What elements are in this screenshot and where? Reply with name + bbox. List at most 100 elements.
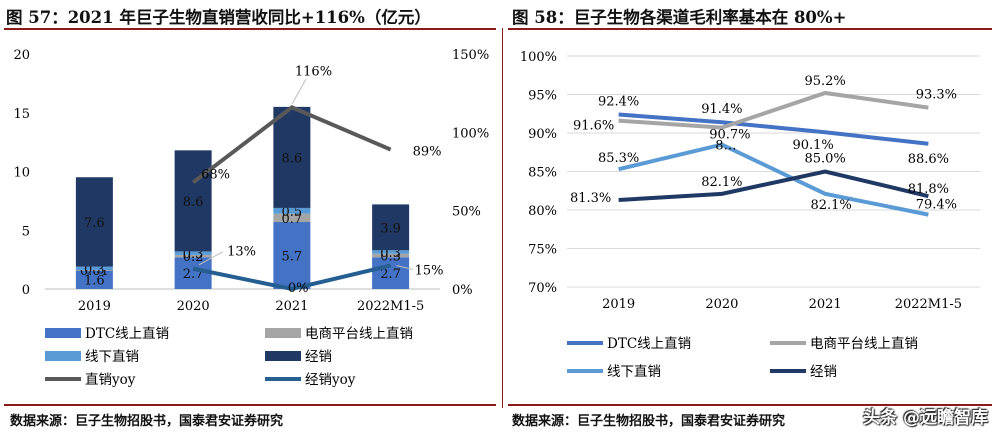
data-label: 8… <box>715 139 736 154</box>
yoy-value-label: 13% <box>227 245 256 260</box>
data-label: 91.4% <box>701 102 742 117</box>
series-line <box>618 142 929 217</box>
right-source-rule <box>508 404 992 406</box>
y-tick-label: 100% <box>520 50 557 65</box>
right-line-chart: 70% 75% 80% 85% 90% 95% 100% 2019 2020 2021 2022M1… <box>520 50 980 380</box>
x-tick-label: 2019 <box>602 297 635 312</box>
leader-line <box>291 79 307 105</box>
right-source-note: 数据来源：巨子生物招股书，国泰君安证券研究 <box>512 414 786 429</box>
x-tick-label: 2022M1-5 <box>895 297 962 312</box>
y-right-tick-label: 0% <box>452 283 473 298</box>
legend-bar-swatch <box>45 351 81 361</box>
legend-label: 经销 <box>810 364 837 380</box>
y-tick-label: 85% <box>528 166 557 181</box>
bar-value-label: 2.7 <box>380 267 401 282</box>
data-label: 88.6% <box>908 152 949 167</box>
bar-value-label: 8.6 <box>282 151 303 166</box>
bar-segment <box>273 207 311 214</box>
y-tick-label: 70% <box>528 281 557 296</box>
legend-label: 电商平台线上直销 <box>305 326 413 342</box>
series-line <box>618 169 929 202</box>
bar-segment <box>372 250 410 254</box>
x-tick-label: 2021 <box>275 299 308 314</box>
yoy-value-label: 0% <box>288 281 309 296</box>
y-left-tick-label: 15 <box>13 107 30 122</box>
bar-segment <box>273 222 311 289</box>
left-source-note: 数据来源：巨子生物招股书，国泰君安证券研究 <box>10 414 284 429</box>
bar-segment <box>75 270 113 289</box>
bar-segment <box>273 213 311 223</box>
legend-label: 电商平台线上直销 <box>810 336 918 352</box>
bar-value-label: 5.7 <box>282 250 303 265</box>
y-right-tick-label: 100% <box>452 126 489 141</box>
yoy-line <box>192 263 392 292</box>
bar-segment <box>75 177 113 267</box>
legend-label: 经销 <box>305 349 332 365</box>
y-tick-label: 95% <box>528 89 557 104</box>
yoy-value-label: 68% <box>201 167 230 182</box>
x-tick-label: 2021 <box>809 297 842 312</box>
x-tick-label: 2020 <box>177 299 210 314</box>
legend-label: DTC线上直销 <box>85 326 169 342</box>
legend-label: DTC线上直销 <box>607 336 691 352</box>
legend-label: 直销yoy <box>85 372 136 388</box>
legend-bar-swatch <box>265 351 301 361</box>
y-left-tick-label: 0 <box>22 283 30 298</box>
series-line <box>618 90 929 130</box>
y-left-tick-label: 20 <box>13 48 30 63</box>
x-tick-label: 2020 <box>705 297 738 312</box>
left-title-rule <box>4 28 496 30</box>
left-source-rule <box>4 404 496 406</box>
leader-line <box>198 251 224 266</box>
yoy-value-label: 116% <box>295 64 332 79</box>
series-line <box>618 112 929 146</box>
data-label: 79.4% <box>916 198 957 213</box>
data-label: 82.1% <box>810 198 851 213</box>
yoy-line <box>191 104 392 185</box>
legend-bar-swatch <box>265 328 301 338</box>
x-tick-label: 2022M1-5 <box>357 299 424 314</box>
data-label: 81.8% <box>908 182 949 197</box>
data-label: 93.3% <box>916 88 957 103</box>
bar-value-label: 8.6 <box>183 195 204 210</box>
data-label: 90.1% <box>792 138 833 153</box>
data-label: 95.2% <box>804 74 845 89</box>
yoy-value-label: 15% <box>415 264 444 279</box>
y-tick-label: 80% <box>528 204 557 219</box>
legend-label: 线下直销 <box>85 349 139 365</box>
x-tick-label: 2019 <box>78 299 111 314</box>
data-label: 85.3% <box>598 151 639 166</box>
data-label: 81.3% <box>570 191 611 206</box>
bar-segment <box>174 254 212 258</box>
y-left-tick-label: 5 <box>22 224 30 239</box>
bar-segment <box>174 251 212 255</box>
y-right-tick-label: 50% <box>452 205 481 220</box>
yoy-value-label: 89% <box>413 145 442 160</box>
left-combo-chart: 0 5 10 15 20 0% 50% 100% 150% 2019 2020 2021 2022M1-… <box>13 48 489 388</box>
bar-segment <box>174 150 212 252</box>
data-label: 82.1% <box>701 175 742 190</box>
legend-bar-swatch <box>45 328 81 338</box>
data-label: 90.7% <box>709 128 750 143</box>
bar-value-label: 0.7 <box>282 212 303 227</box>
y-tick-label: 90% <box>528 127 557 142</box>
right-title-rule <box>508 28 992 30</box>
panel-divider <box>502 28 503 408</box>
bar-value-label: 1.6 <box>84 274 105 289</box>
right-chart-title: 图 58：巨子生物各渠道毛利率基本在 80%+ <box>512 8 847 27</box>
leader-line <box>396 265 413 270</box>
y-tick-label: 75% <box>528 243 557 258</box>
bar-segment <box>75 266 113 271</box>
bar-segment <box>372 204 410 251</box>
bar-value-label: 3.9 <box>380 221 401 236</box>
bar-segment <box>273 106 311 208</box>
data-label: 85.0% <box>804 152 845 167</box>
y-left-tick-label: 10 <box>13 166 30 181</box>
left-chart-title: 图 57：2021 年巨子生物直销营收同比+116%（亿元） <box>6 8 431 27</box>
bar-segment <box>372 253 410 258</box>
bar-value-label: 7.6 <box>84 216 105 231</box>
data-label: 92.4% <box>598 95 639 110</box>
legend-label: 经销yoy <box>305 372 356 388</box>
bar-value-label: 0.5 <box>282 205 303 220</box>
brand-watermark: 头条 @远瞻智库 <box>863 408 988 428</box>
